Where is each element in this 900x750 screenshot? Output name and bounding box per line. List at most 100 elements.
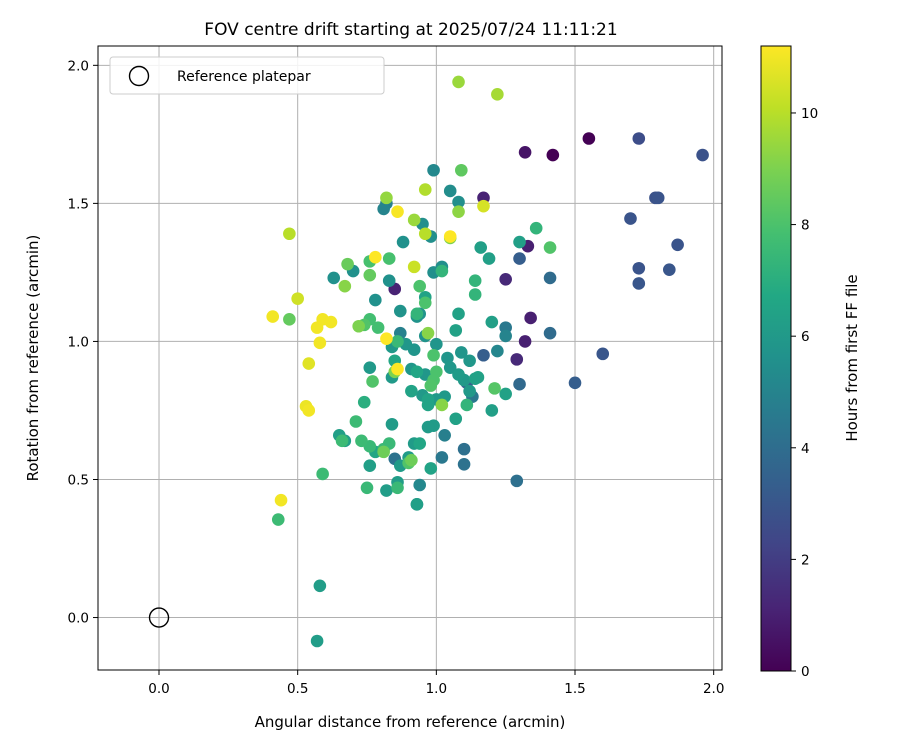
data-point	[543, 241, 557, 254]
data-point	[355, 434, 368, 448]
colorbar-tick-label: 10	[801, 106, 818, 122]
data-point	[363, 361, 377, 374]
data-point	[468, 274, 482, 287]
data-point	[491, 88, 504, 101]
data-point	[568, 376, 582, 390]
data-point	[491, 344, 504, 358]
data-point	[413, 279, 427, 293]
plot-frame	[97, 45, 723, 671]
colorbar-tick-label: 6	[801, 329, 810, 345]
data-point	[391, 481, 404, 495]
data-point	[418, 183, 432, 196]
x-axis-label: Angular distance from reference (arcmin)	[255, 713, 566, 731]
data-point	[302, 404, 316, 417]
data-point	[424, 462, 438, 475]
legend-box	[109, 56, 385, 95]
data-point	[405, 453, 418, 467]
y-tick-label: 0.5	[68, 472, 89, 488]
data-point	[518, 335, 532, 348]
data-point	[510, 474, 524, 488]
colorbar-tick-label: 0	[801, 664, 810, 680]
data-point	[460, 398, 474, 412]
data-point	[474, 241, 488, 254]
x-tick-label: 1.0	[426, 681, 447, 697]
data-point	[452, 195, 465, 209]
data-point	[518, 146, 532, 159]
x-tick-label: 0.5	[287, 681, 308, 697]
data-point	[371, 321, 385, 334]
data-point	[499, 273, 512, 286]
data-point	[393, 304, 407, 318]
data-point	[283, 227, 296, 241]
data-point	[438, 429, 451, 442]
y-tick-label: 2.0	[68, 58, 89, 74]
data-point	[274, 493, 288, 507]
data-point	[316, 467, 329, 481]
data-point	[435, 264, 449, 278]
data-point	[396, 235, 410, 249]
legend: Reference platepar	[109, 56, 385, 95]
data-point	[341, 257, 354, 271]
y-axis-label: Rotation from reference (arcmin)	[24, 235, 42, 482]
data-point	[449, 324, 463, 337]
data-point	[443, 184, 457, 198]
data-point	[427, 348, 440, 362]
data-point	[452, 205, 465, 218]
data-point	[443, 230, 457, 243]
data-point	[377, 445, 390, 459]
data-point	[632, 261, 646, 275]
data-point	[510, 353, 524, 366]
data-point	[457, 442, 471, 456]
data-point	[410, 498, 424, 511]
data-point	[477, 199, 490, 213]
data-point	[421, 420, 435, 434]
data-point	[455, 346, 468, 359]
data-point	[377, 202, 390, 216]
data-point	[266, 310, 280, 323]
data-point	[363, 459, 377, 472]
data-point	[663, 263, 676, 276]
data-point	[360, 481, 374, 495]
data-point	[582, 132, 596, 145]
colorbar-tick-label: 2	[801, 552, 810, 568]
data-point	[499, 329, 512, 343]
colorbar-ticks: 0 2 4 6 8 10	[791, 106, 818, 680]
data-point	[382, 274, 396, 287]
reference-marker-group	[148, 607, 170, 628]
data-point	[671, 238, 684, 252]
legend-label-reference: Reference platepar	[177, 69, 311, 85]
grid-lines	[98, 46, 722, 670]
data-point	[271, 513, 285, 526]
data-point	[413, 478, 427, 492]
data-point	[410, 307, 424, 321]
data-point	[421, 393, 435, 406]
y-axis-ticks: 0.0 0.5 1.0 1.5 2.0	[68, 58, 98, 627]
data-point	[499, 387, 512, 401]
data-point	[418, 227, 432, 241]
data-point	[468, 288, 482, 301]
data-point	[418, 296, 432, 310]
x-tick-label: 1.5	[564, 681, 585, 697]
colorbar-label: Hours from first FF file	[843, 274, 861, 441]
data-point	[366, 375, 379, 388]
data-point	[513, 377, 526, 391]
data-point	[324, 315, 338, 329]
data-point	[283, 313, 296, 326]
data-point	[696, 148, 709, 162]
data-point	[651, 191, 665, 205]
data-point	[380, 332, 393, 345]
data-point	[452, 307, 465, 321]
data-point	[382, 252, 396, 265]
y-tick-label: 1.0	[68, 334, 89, 350]
data-point	[452, 75, 465, 89]
data-point	[363, 268, 377, 282]
scatter-points	[266, 75, 709, 648]
data-point	[427, 163, 440, 177]
data-point	[524, 311, 537, 325]
data-point	[449, 412, 463, 426]
data-point	[302, 357, 316, 370]
x-tick-label: 2.0	[703, 681, 724, 697]
data-point	[391, 362, 404, 376]
data-point	[482, 252, 496, 265]
